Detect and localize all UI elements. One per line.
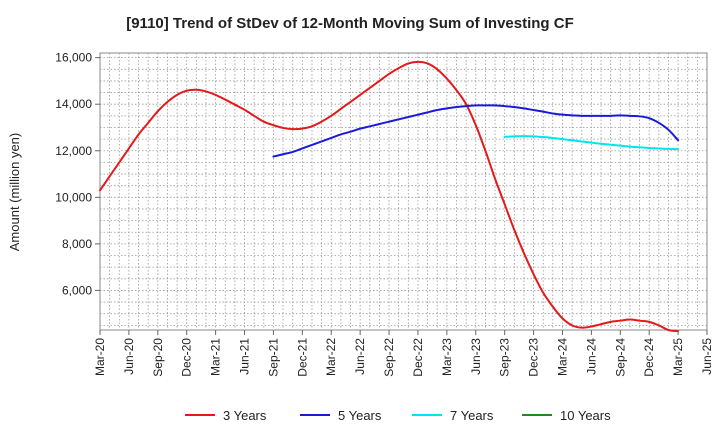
x-tick-label: Jun-25	[700, 338, 714, 375]
x-tick-label: Jun-20	[122, 338, 136, 375]
x-tick-label: Mar-23	[440, 338, 454, 376]
x-tick-label: Sep-20	[151, 338, 165, 377]
y-tick-label: 14,000	[55, 97, 92, 111]
grid	[100, 53, 707, 330]
x-tick-label: Jun-24	[584, 338, 598, 375]
x-tick-label: Sep-21	[266, 338, 280, 377]
y-axis-label: Amount (million yen)	[7, 133, 22, 252]
x-tick-label: Sep-22	[382, 338, 396, 377]
legend: 3 Years 5 Years 7 Years 10 Years	[185, 408, 611, 423]
x-tick-label: Mar-25	[671, 338, 685, 376]
plot-border	[99, 52, 708, 331]
series-line-3-years	[99, 60, 680, 333]
x-tick-label: Dec-22	[411, 338, 425, 377]
y-tick-label: 8,000	[62, 237, 92, 251]
legend-label-5-years: 5 Years	[338, 408, 382, 423]
chart-title: [9110] Trend of StDev of 12-Month Moving…	[126, 15, 574, 32]
x-tick-label: Dec-23	[527, 338, 541, 377]
x-tick-label: Jun-23	[469, 338, 483, 375]
x-tick-label: Mar-22	[324, 338, 338, 376]
x-tick-label: Jun-21	[238, 338, 252, 375]
y-tick-label: 12,000	[55, 144, 92, 158]
x-tick-label: Mar-21	[209, 338, 223, 376]
legend-label-7-years: 7 Years	[450, 408, 494, 423]
y-tick-label: 16,000	[55, 51, 92, 65]
series-layer	[99, 60, 680, 333]
x-axis: Mar-20 Jun-20 Sep-20 Dec-20 Mar-21 Jun-21 Sep-…	[93, 330, 714, 377]
series-line-7-years	[503, 135, 680, 151]
x-tick-label: Dec-24	[642, 338, 656, 377]
x-tick-label: Dec-20	[180, 338, 194, 377]
y-axis: 6,000 8,000 10,000 12,000 14,000 16,000	[55, 51, 100, 297]
legend-label-3-years: 3 Years	[223, 408, 267, 423]
y-tick-label: 10,000	[55, 190, 92, 204]
x-tick-label: Sep-24	[613, 338, 627, 377]
x-tick-label: Sep-23	[498, 338, 512, 377]
x-tick-label: Dec-21	[295, 338, 309, 377]
x-tick-label: Mar-20	[93, 338, 107, 376]
x-tick-label: Mar-24	[555, 338, 569, 376]
series-line-5-years	[272, 104, 680, 158]
x-tick-label: Jun-22	[353, 338, 367, 375]
plot-area	[99, 52, 708, 331]
y-tick-label: 6,000	[62, 283, 92, 297]
legend-label-10-years: 10 Years	[560, 408, 611, 423]
